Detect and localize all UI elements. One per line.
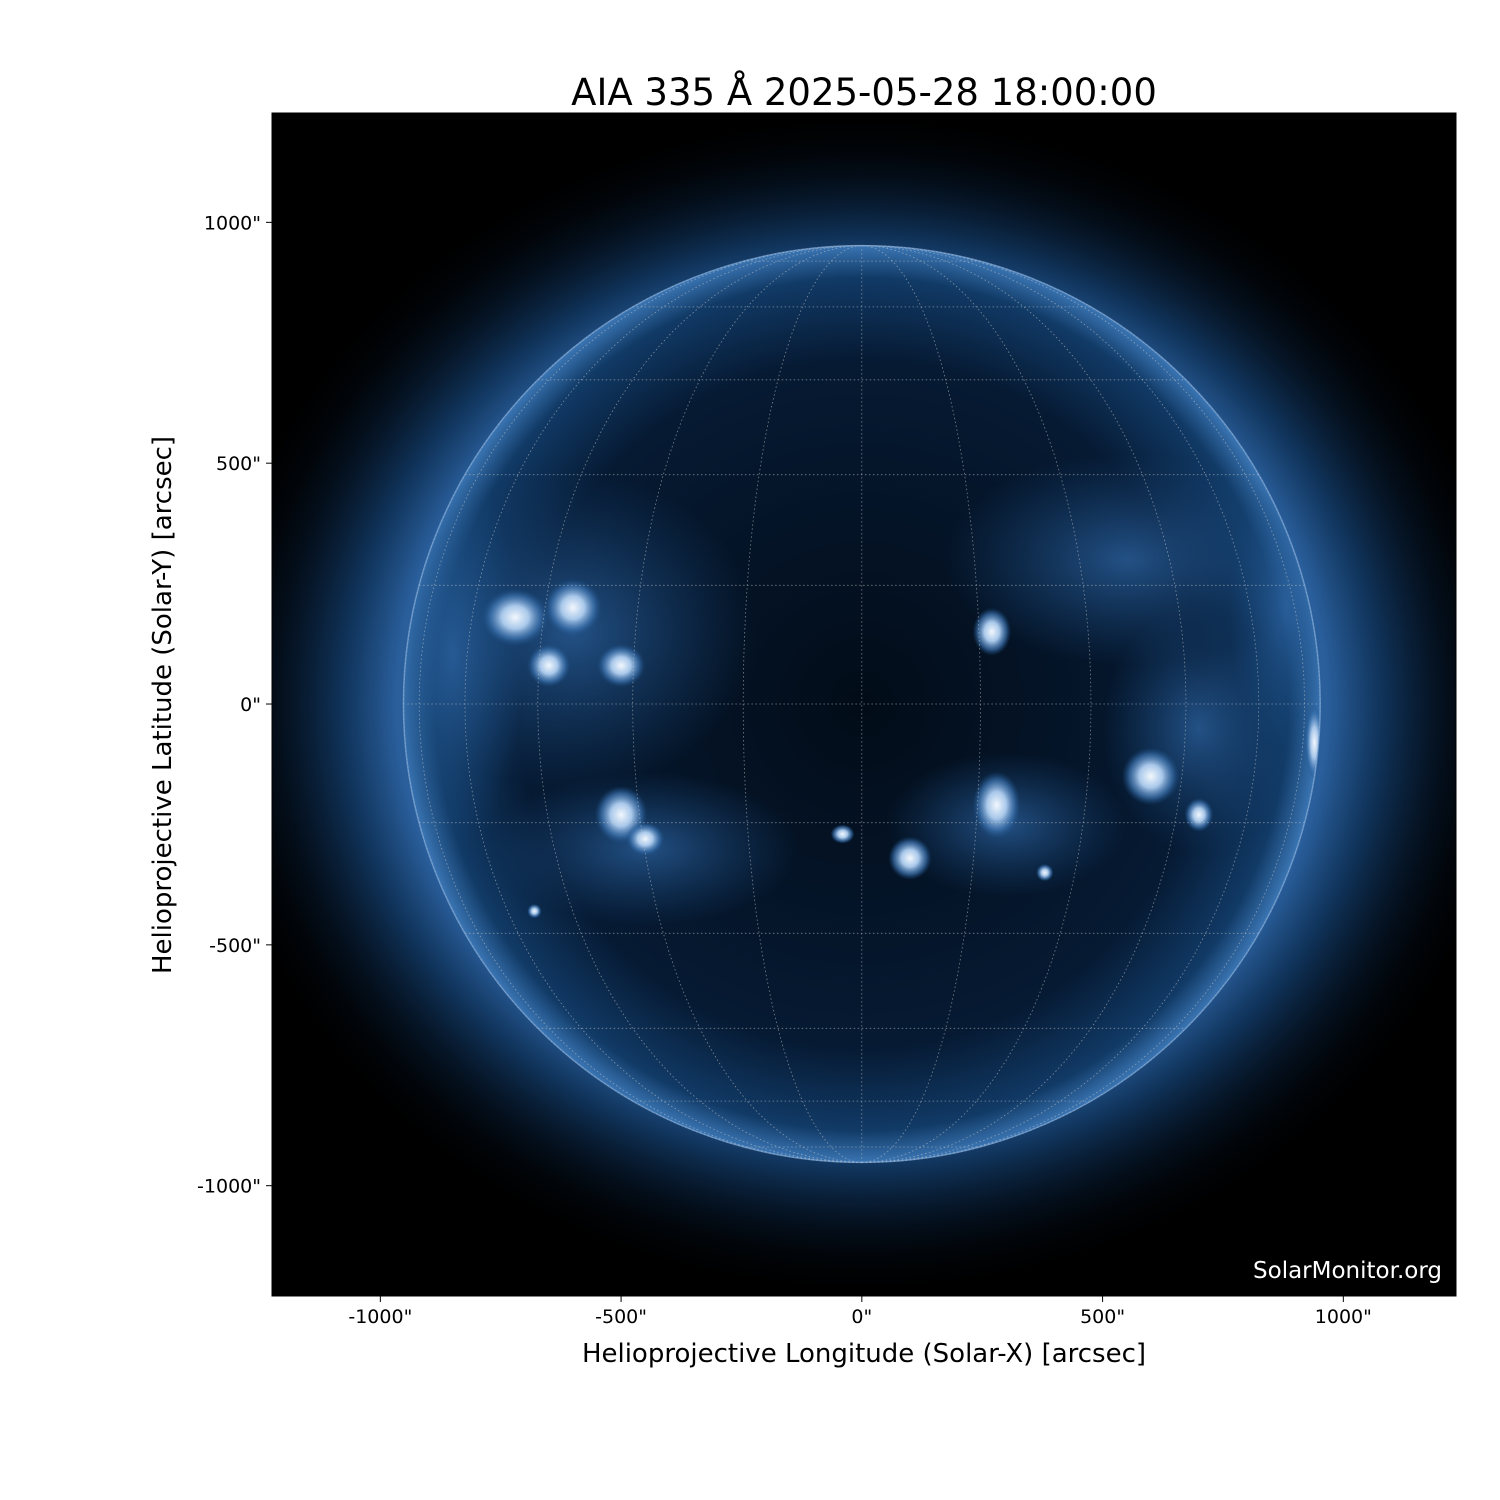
longitude-line bbox=[418, 245, 862, 1163]
active-region bbox=[972, 607, 1012, 656]
x-tick-label: -1000" bbox=[348, 1306, 412, 1328]
longitude-line bbox=[861, 245, 1306, 1163]
x-tick-label: 1000" bbox=[1315, 1306, 1372, 1328]
active-region bbox=[1121, 747, 1180, 806]
y-tick-label: 1000" bbox=[204, 212, 261, 234]
active-region bbox=[972, 771, 1021, 839]
solar-limb bbox=[402, 244, 1321, 1164]
heliographic-grid bbox=[402, 245, 1321, 1163]
x-axis-label: Helioprojective Longitude (Solar-X) [arc… bbox=[582, 1339, 1146, 1369]
y-tick-label: -500" bbox=[209, 935, 261, 957]
active-region bbox=[527, 643, 571, 688]
active-region bbox=[481, 588, 549, 647]
active-region bbox=[527, 903, 542, 919]
longitude-line bbox=[861, 245, 981, 1163]
y-axis-ticks: -1000" -500" 0" 500" 1000" bbox=[197, 212, 272, 1198]
longitude-line bbox=[537, 245, 862, 1163]
longitude-line bbox=[464, 245, 862, 1163]
x-tick-label: -500" bbox=[595, 1306, 647, 1328]
x-tick-label: 500" bbox=[1080, 1306, 1125, 1328]
active-region bbox=[888, 836, 932, 880]
plot-area: SolarMonitor.org bbox=[272, 113, 1456, 1296]
longitude-line bbox=[861, 245, 1187, 1163]
y-tick-label: 0" bbox=[240, 694, 261, 716]
active-region bbox=[544, 578, 602, 637]
y-axis-label: Helioprojective Latitude (Solar-Y) [arcs… bbox=[148, 436, 178, 974]
active-region bbox=[597, 643, 646, 688]
y-tick-label: -1000" bbox=[197, 1176, 261, 1198]
x-tick-label: 0" bbox=[851, 1306, 872, 1328]
longitude-line bbox=[861, 245, 1092, 1163]
active-regions bbox=[403, 453, 1321, 926]
watermark: SolarMonitor.org bbox=[1253, 1258, 1442, 1284]
longitude-line bbox=[632, 245, 862, 1163]
active-region bbox=[625, 822, 665, 856]
chart-title: AIA 335 Å 2025-05-28 18:00:00 bbox=[571, 70, 1157, 114]
longitude-line bbox=[861, 245, 1260, 1163]
active-region bbox=[1184, 797, 1214, 832]
y-tick-label: 500" bbox=[216, 453, 261, 475]
longitude-line bbox=[742, 245, 862, 1163]
active-region bbox=[1036, 863, 1054, 882]
active-region bbox=[830, 824, 855, 844]
x-axis-ticks: -1000" -500" 0" 500" 1000" bbox=[348, 1296, 1372, 1328]
